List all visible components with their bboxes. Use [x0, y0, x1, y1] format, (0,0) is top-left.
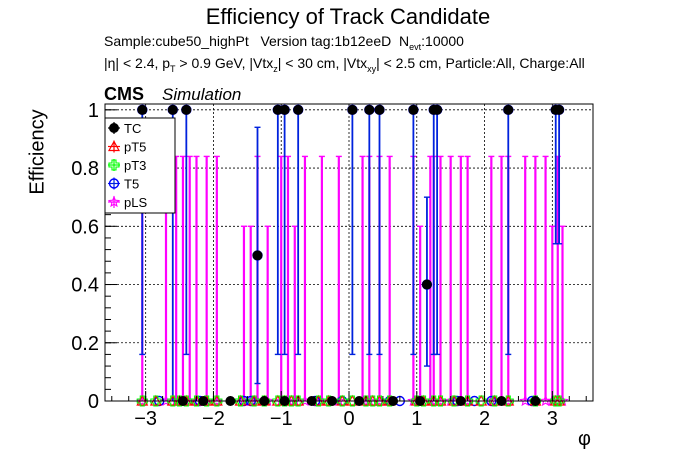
zero-point	[434, 395, 447, 407]
version-tag: Version tag:1b12eeD	[260, 33, 392, 49]
x-axis-label: φ	[578, 428, 591, 450]
y-tick-label: 0.2	[71, 333, 99, 355]
series-tc	[137, 104, 565, 406]
zero-point	[292, 395, 304, 407]
legend-marker-t5	[108, 178, 120, 189]
y-tick-label: 1	[88, 100, 99, 122]
cut-eta-pt: |η| < 2.4, p	[104, 55, 171, 71]
zero-point	[448, 395, 460, 407]
legend-label-pt3: pT3	[124, 158, 146, 173]
series-marks	[136, 104, 569, 407]
zero-point	[235, 395, 247, 407]
xy-subscript: xy	[367, 63, 377, 74]
legend-marker-pt3	[108, 159, 120, 171]
data-point	[519, 394, 532, 407]
data-point	[293, 104, 304, 115]
legend-label-pt5: pT5	[124, 140, 146, 155]
legend-marker-pt5	[107, 140, 121, 152]
cut-rest: | < 2.5 cm, Particle:All, Charge:All	[376, 55, 585, 71]
zero-point	[475, 395, 487, 407]
simulation-label: Simulation	[162, 85, 242, 104]
nevt-label: N	[399, 33, 410, 49]
legend-label-tc: TC	[124, 121, 141, 136]
legend: TC pT5 pT3 T5 pLS	[104, 117, 176, 214]
x-tick-label: −1	[270, 408, 293, 430]
y-tick-label: 0	[88, 391, 99, 413]
data-point	[137, 104, 148, 115]
zero-point	[346, 395, 358, 407]
zero-point	[248, 395, 260, 407]
series-t5	[137, 104, 565, 407]
data-point	[374, 104, 385, 115]
x-tick-label: −3	[134, 408, 157, 430]
legend-label-pls: pLS	[124, 195, 147, 210]
data-point	[408, 104, 419, 115]
data-point	[432, 104, 443, 115]
x-tick-label: 2	[479, 408, 490, 430]
data-point	[167, 104, 178, 115]
plot-title: Efficiency of Track Candidate	[205, 4, 491, 29]
sample-name: Sample:cube50_highPt	[104, 33, 249, 49]
legend-marker-pls	[107, 195, 121, 208]
y-tick-label: 0.4	[71, 275, 99, 297]
zero-point	[553, 395, 565, 407]
x-tick-label: −2	[202, 408, 225, 430]
zero-point	[489, 395, 501, 407]
zero-point	[336, 395, 348, 407]
data-point	[279, 104, 290, 115]
pt-subscript: T	[170, 63, 176, 74]
sample-info-line: Sample:cube50_highPt Version tag:1b12eeD…	[104, 33, 464, 52]
zero-point	[211, 395, 223, 407]
cut-vtxxy: | < 30 cm, |Vtx	[277, 55, 368, 71]
y-tick-label: 0.8	[71, 158, 99, 180]
nevt-subscript: evt	[409, 41, 422, 52]
selection-cuts-line: |η| < 2.4, pT > 0.9 GeV, |Vtxz| < 30 cm,…	[104, 55, 585, 74]
axes: −3 −2 −1 0 1 2 3 0 0.2 0.4 0.6 0.8 1	[71, 100, 594, 430]
data-point	[364, 104, 375, 115]
data-point	[503, 104, 514, 115]
cms-label: CMS	[104, 84, 144, 104]
x-tick-label: 1	[411, 408, 422, 430]
zero-point	[190, 395, 203, 407]
data-point	[252, 250, 263, 261]
x-tick-label: 0	[343, 408, 354, 430]
grid-lines	[105, 104, 593, 402]
zero-point	[136, 395, 148, 407]
legend-label-t5: T5	[124, 177, 139, 192]
data-point	[421, 279, 432, 290]
x-tick-label: 3	[547, 408, 558, 430]
legend-marker-tc	[109, 123, 119, 133]
z-subscript: z	[273, 63, 278, 74]
nevt-value: :10000	[421, 33, 464, 49]
data-point	[181, 104, 192, 115]
cut-vtxz: > 0.9 GeV, |Vtx	[175, 55, 274, 71]
data-point	[347, 104, 358, 115]
zero-point	[373, 395, 386, 407]
data-point	[554, 104, 565, 115]
y-tick-label: 0.6	[71, 216, 99, 238]
zero-point	[150, 395, 162, 407]
